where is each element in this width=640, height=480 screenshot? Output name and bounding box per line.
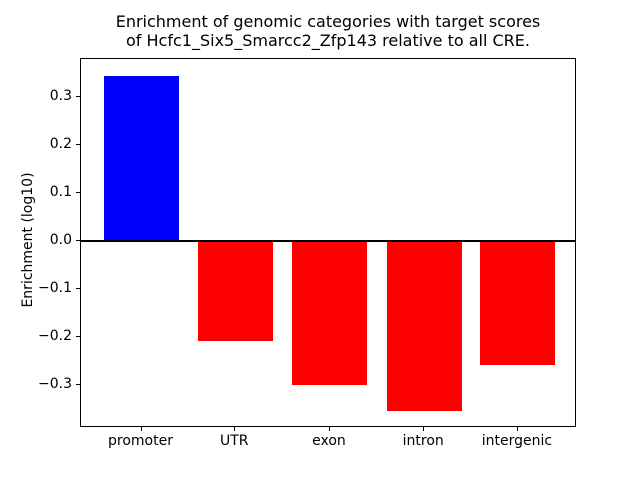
y-tick-label-−0.1: −0.1 [38, 280, 72, 296]
x-tick-mark-intron [423, 427, 425, 431]
y-tick-label-−0.2: −0.2 [38, 328, 72, 344]
bar-exon [292, 241, 368, 386]
bar-promoter [104, 76, 179, 242]
chart-title-line: Enrichment of genomic categories with ta… [115, 12, 541, 31]
x-tick-label-intron: intron [402, 433, 444, 449]
y-tick-mark-−0.3 [76, 384, 80, 385]
x-tick-mark-exon [328, 427, 330, 431]
x-tick-mark-intergenic [516, 427, 518, 431]
bar-intron [386, 241, 462, 411]
bar-intergenic [480, 241, 556, 365]
y-tick-mark-−0.2 [76, 336, 80, 337]
y-tick-mark-0.1 [76, 192, 80, 193]
chart-title-line: of Hcfc1_Six5_Smarcc2_Zfp143 relative to… [126, 31, 530, 50]
y-tick-label-0.0: 0.0 [49, 232, 72, 248]
x-tick-label-exon: exon [312, 433, 346, 449]
y-tick-mark-0.2 [76, 144, 80, 145]
y-tick-label-0.2: 0.2 [49, 136, 72, 152]
y-tick-label-0.1: 0.1 [49, 184, 72, 200]
y-tick-mark-−0.1 [76, 288, 80, 289]
chart-title: Enrichment of genomic categories with ta… [80, 12, 576, 50]
x-tick-label-promoter: promoter [108, 433, 173, 449]
y-tick-mark-0.0 [76, 240, 80, 241]
y-tick-mark-0.3 [76, 96, 80, 97]
x-tick-label-UTR: UTR [219, 433, 249, 449]
y-tick-label-−0.3: −0.3 [38, 376, 72, 392]
y-tick-label-0.3: 0.3 [49, 88, 72, 104]
x-tick-mark-promoter [140, 427, 142, 431]
x-tick-label-intergenic: intergenic [481, 433, 553, 449]
plot-area [80, 58, 576, 427]
bar-UTR [197, 241, 273, 341]
x-tick-mark-UTR [234, 427, 236, 431]
zero-line [81, 240, 575, 243]
